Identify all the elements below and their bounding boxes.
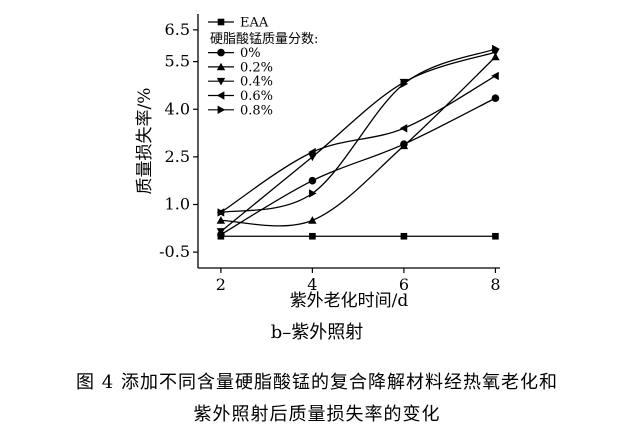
series-line-1 (220, 97, 496, 236)
y-axis-label: 质量损失率/% (135, 88, 155, 195)
data-point-2 (399, 141, 409, 150)
legend-marker (217, 48, 225, 57)
legend-label: 0.4% (240, 75, 273, 90)
data-point-5 (492, 44, 500, 54)
y-tick-label: 4.0 (165, 99, 190, 118)
data-point-1 (308, 176, 317, 185)
data-point-5 (400, 79, 409, 89)
data-point-4 (491, 71, 499, 81)
data-point-3 (216, 228, 226, 236)
legend-marker (216, 91, 225, 100)
legend-label: 0.8% (240, 103, 273, 118)
x-tick-label: 6 (399, 275, 409, 294)
data-point-0 (400, 232, 408, 240)
x-axis-label: 紫外老化时间/d (290, 291, 409, 311)
data-point-4 (399, 124, 408, 133)
data-point-1 (491, 94, 500, 102)
legend-label: EAA (240, 16, 269, 31)
legend-label: 0.6% (240, 89, 273, 104)
chart-axes (197, 14, 500, 269)
data-point-2 (308, 216, 317, 224)
series-line-3 (220, 51, 496, 232)
x-tick-label: 8 (490, 275, 500, 294)
x-tick-label: 4 (307, 275, 317, 294)
legend-label: 0.2% (240, 60, 273, 75)
y-tick-label: 2.5 (165, 147, 190, 166)
x-tick-label: 2 (216, 275, 226, 294)
y-tick-label: 5.5 (165, 52, 190, 71)
y-tick-label: 1.0 (165, 195, 190, 214)
data-point-4 (308, 147, 316, 157)
series-markers (216, 44, 500, 240)
legend-title: 硬脂酸锰质量分数: (210, 32, 318, 47)
legend-marker (217, 18, 225, 26)
legend-marker (216, 77, 226, 86)
data-point-5 (217, 208, 226, 217)
series-line-5 (220, 48, 496, 214)
y-tick-label: 6.5 (165, 20, 190, 39)
data-point-2 (216, 216, 226, 224)
legend-marker (217, 105, 226, 114)
y-axis-ticks: -0.5 1.0 2.5 4.0 5.5 6.5 (159, 20, 198, 261)
subfigure-caption: b–紫外照射 (270, 322, 364, 343)
legend-label: 0% (240, 46, 261, 61)
figure-caption-line-1: 图 4 添加不同含量硬脂酸锰的复合降解材料经热氧老化和 (76, 372, 558, 393)
data-point-5 (309, 189, 317, 198)
data-point-0 (309, 232, 316, 240)
series-line-2 (220, 56, 496, 227)
figure-caption-line-2: 紫外照射后质量损失率的变化 (193, 404, 441, 425)
legend-marker (216, 62, 226, 71)
y-tick-label: -0.5 (159, 242, 190, 261)
data-point-0 (492, 232, 499, 240)
series-lines (220, 48, 496, 237)
x-axis-ticks: 2 4 6 8 (216, 268, 501, 294)
data-point-2 (491, 52, 500, 61)
